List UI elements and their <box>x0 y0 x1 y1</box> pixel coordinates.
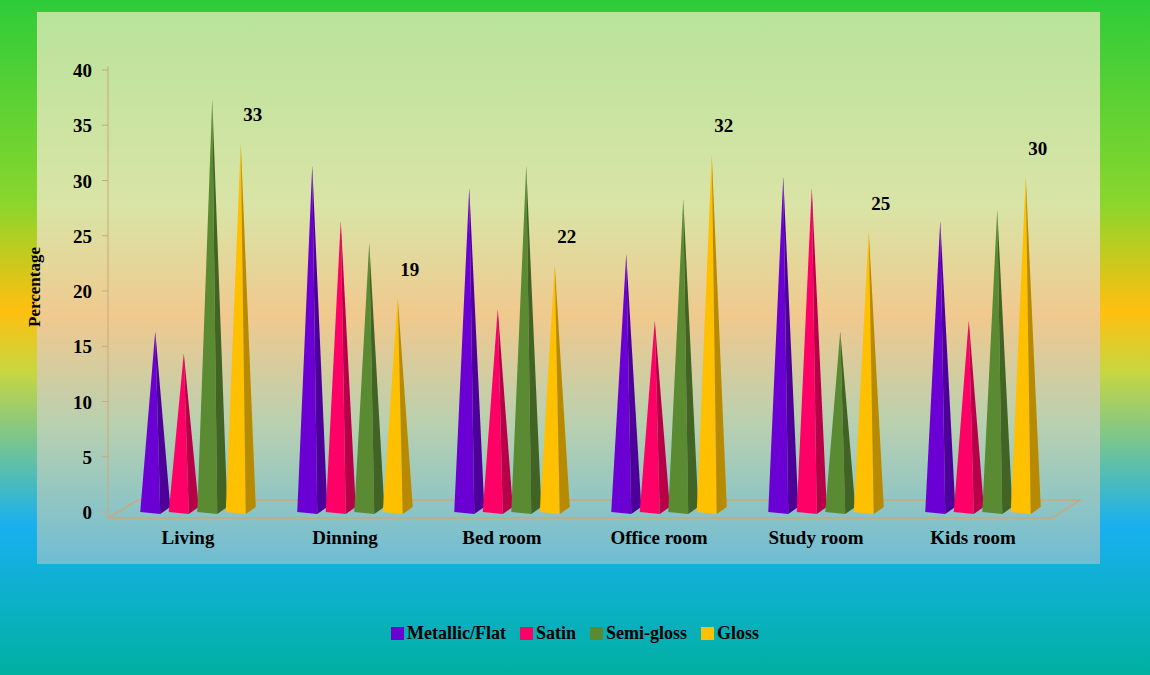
y-tick <box>102 291 108 292</box>
y-tick <box>102 512 108 513</box>
cone-bar <box>383 298 413 514</box>
data-label: 33 <box>243 104 262 125</box>
y-tick-label: 40 <box>73 60 92 81</box>
chart-root: 0 5 10 15 20 25 30 35 40 Percentage 33 19 22 32 25 30 Li… <box>0 0 1150 675</box>
legend-swatch <box>391 627 404 640</box>
legend-swatch <box>590 627 603 640</box>
data-label: 25 <box>871 193 890 214</box>
legend-swatch <box>520 627 533 640</box>
cone-bar <box>326 221 356 514</box>
y-tick <box>102 70 108 71</box>
y-tick-label: 25 <box>73 226 92 247</box>
legend: Metallic/Flat Satin Semi-gloss Gloss <box>391 623 759 643</box>
y-tick-label: 20 <box>73 281 92 302</box>
y-tick-label: 5 <box>83 447 93 468</box>
cone-bar <box>982 210 1012 514</box>
x-tick-label: Office room <box>610 527 707 548</box>
legend-label: Semi-gloss <box>606 623 687 643</box>
cone-bar <box>925 221 955 514</box>
legend-swatch <box>701 627 714 640</box>
bars <box>140 99 1041 514</box>
x-tick-label: Kids room <box>930 527 1016 548</box>
cone-bar <box>197 99 227 514</box>
cone-bar <box>1011 177 1041 515</box>
legend-label: Satin <box>536 623 576 643</box>
y-tick-label: 30 <box>73 171 92 192</box>
y-tick-label: 35 <box>73 115 92 136</box>
legend-item: Semi-gloss <box>590 623 687 643</box>
y-tick <box>102 346 108 347</box>
x-tick-label: Bed room <box>462 527 542 548</box>
legend-item: Metallic/Flat <box>391 623 506 643</box>
x-tick-label: Dinning <box>312 527 378 548</box>
x-tick-label: Living <box>162 527 215 548</box>
cone-bar <box>797 188 827 514</box>
cone-bar <box>640 320 670 514</box>
cone-bar <box>297 165 327 514</box>
cone-bar <box>768 177 798 515</box>
y-axis-line <box>108 66 109 518</box>
y-tick <box>102 456 108 457</box>
cone-bar <box>483 309 513 514</box>
legend-item: Satin <box>520 623 576 643</box>
cone-bar <box>668 199 698 514</box>
cone-bar <box>140 331 170 514</box>
y-tick-label: 0 <box>83 502 93 523</box>
cone-bar <box>954 320 984 514</box>
cone-bar <box>226 143 256 514</box>
cone-bar <box>169 353 199 514</box>
background <box>0 0 1150 675</box>
cone-bar <box>854 232 884 514</box>
y-axis-title: Percentage <box>25 247 44 327</box>
data-label: 22 <box>557 226 576 247</box>
x-tick-label: Study room <box>768 527 863 548</box>
chart-svg: 0 5 10 15 20 25 30 35 40 Percentage 33 19 22 32 25 30 Li… <box>0 0 1150 675</box>
y-tick-label: 15 <box>73 336 92 357</box>
cone-bar <box>454 188 484 514</box>
cone-bar <box>697 154 727 514</box>
legend-label: Gloss <box>717 623 759 643</box>
cone-bar <box>825 331 855 514</box>
plot-background <box>37 12 1100 564</box>
legend-label: Metallic/Flat <box>407 623 506 643</box>
y-tick <box>102 125 108 126</box>
cone-bar <box>611 254 641 514</box>
cone-bar <box>354 243 384 514</box>
cone-bar <box>540 265 570 514</box>
y-tick <box>102 401 108 402</box>
data-label: 32 <box>714 115 733 136</box>
legend-item: Gloss <box>701 623 759 643</box>
y-tick <box>102 235 108 236</box>
cone-bar <box>511 165 541 514</box>
data-label: 30 <box>1028 138 1047 159</box>
data-label: 19 <box>400 259 419 280</box>
y-tick-label: 10 <box>73 392 92 413</box>
y-tick <box>102 180 108 181</box>
